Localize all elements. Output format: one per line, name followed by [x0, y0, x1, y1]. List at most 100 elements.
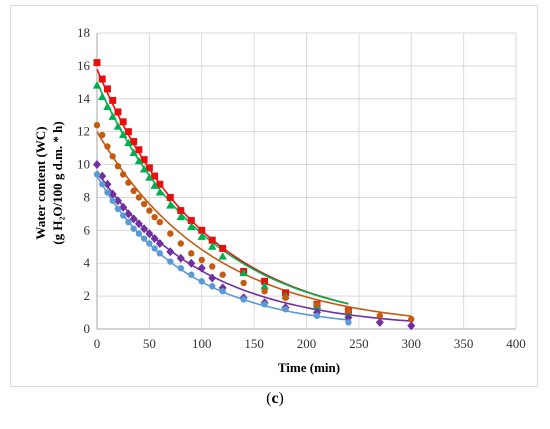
data-point-series-5 — [114, 205, 122, 213]
data-point-series-2 — [134, 156, 144, 165]
y-tick-label: 8 — [84, 189, 91, 204]
data-point-series-1 — [93, 59, 101, 67]
data-point-series-3 — [167, 230, 174, 237]
data-point-series-3 — [119, 171, 127, 178]
data-points — [92, 59, 416, 331]
data-point-series-3 — [140, 200, 148, 208]
data-point-series-3 — [188, 250, 195, 257]
data-point-series-5 — [151, 245, 158, 252]
data-point-series-5 — [282, 306, 289, 313]
data-point-series-5 — [125, 218, 132, 226]
data-point-series-3 — [376, 312, 384, 320]
data-point-series-5 — [119, 212, 127, 219]
data-point-series-1 — [119, 118, 127, 126]
data-point-series-4 — [208, 273, 217, 283]
data-point-series-1 — [135, 146, 143, 154]
data-point-series-1 — [208, 236, 216, 244]
x-tick-label: 100 — [192, 336, 212, 351]
x-tick-label: 350 — [454, 336, 474, 351]
data-point-series-2 — [145, 173, 154, 181]
caption-open: ( — [266, 390, 272, 407]
data-point-series-4 — [166, 247, 175, 257]
x-tick-label: 300 — [402, 336, 422, 351]
data-point-series-2 — [197, 232, 206, 240]
data-point-series-1 — [156, 180, 164, 188]
data-point-series-3 — [282, 294, 289, 301]
data-point-series-5 — [135, 230, 143, 237]
data-point-series-3 — [99, 131, 106, 139]
data-point-series-4 — [113, 196, 122, 206]
data-point-series-2 — [98, 92, 107, 101]
data-point-series-1 — [198, 226, 206, 234]
data-point-series-4 — [129, 214, 138, 224]
data-point-series-2 — [108, 112, 117, 120]
data-point-series-3 — [135, 194, 143, 201]
data-point-series-1 — [140, 156, 148, 164]
y-axis-title-line1: Water content (WC) — [33, 126, 48, 239]
data-point-series-2 — [187, 222, 196, 231]
y-tick-label: 10 — [77, 157, 90, 172]
x-tick-label: 200 — [297, 336, 317, 351]
data-point-series-5 — [345, 319, 352, 326]
y-tick-label: 6 — [84, 222, 91, 237]
data-point-series-4 — [93, 160, 101, 170]
data-point-series-1 — [124, 128, 132, 136]
data-point-series-4 — [407, 321, 416, 331]
y-axis-title-line2: (g H₂O/100 g d.m. * h) — [50, 121, 65, 244]
data-point-series-4 — [155, 238, 164, 248]
data-point-series-1 — [98, 75, 106, 83]
chart-frame: 0 2 4 6 8 10 12 14 16 18 0 50 100 150 200 250 300 350 400 … — [10, 5, 538, 387]
data-point-series-2 — [103, 102, 112, 110]
data-point-series-1 — [166, 193, 174, 201]
data-point-series-5 — [99, 181, 106, 188]
tick-labels: 0 2 4 6 8 10 12 14 16 18 0 50 100 150 200 250 300 350 400 — [77, 25, 526, 351]
data-point-series-2 — [218, 252, 227, 260]
data-point-series-5 — [261, 301, 268, 308]
data-point-series-3 — [104, 143, 111, 150]
data-point-series-5 — [209, 283, 216, 290]
data-point-series-5 — [177, 264, 184, 272]
data-point-series-1 — [114, 108, 122, 116]
data-point-series-1 — [261, 277, 269, 285]
data-point-series-3 — [209, 263, 216, 270]
data-point-series-3 — [177, 240, 184, 247]
data-point-series-1 — [187, 216, 195, 224]
data-point-series-5 — [93, 171, 101, 178]
data-point-series-5 — [167, 258, 174, 265]
y-tick-label: 12 — [77, 124, 90, 139]
data-point-series-4 — [119, 202, 128, 212]
data-point-series-4 — [108, 189, 117, 199]
data-point-series-4 — [145, 229, 154, 239]
data-point-series-3 — [240, 279, 247, 287]
y-tick-label: 4 — [84, 255, 91, 270]
data-point-series-2 — [92, 81, 102, 89]
data-point-series-3 — [198, 256, 205, 264]
data-point-series-2 — [239, 268, 248, 277]
data-point-series-2 — [113, 122, 123, 130]
data-point-series-3 — [125, 179, 132, 186]
data-point-series-3 — [219, 271, 226, 278]
data-point-series-1 — [219, 244, 227, 252]
data-point-series-4 — [150, 234, 159, 244]
x-tick-label: 400 — [506, 336, 526, 351]
data-point-series-3 — [156, 218, 164, 226]
data-point-series-4 — [344, 312, 353, 322]
data-point-series-5 — [198, 278, 205, 285]
data-point-series-3 — [345, 307, 352, 315]
data-point-series-5 — [104, 189, 111, 196]
data-point-series-4 — [375, 317, 384, 327]
fit-curve-series-3 — [96, 131, 412, 317]
data-point-series-5 — [240, 296, 247, 303]
data-point-series-1 — [145, 164, 153, 172]
figure-caption: (c) — [0, 390, 550, 408]
y-tick-label: 14 — [77, 91, 91, 106]
data-point-series-4 — [187, 258, 196, 268]
data-point-series-3 — [114, 163, 122, 170]
data-point-series-1 — [151, 172, 159, 180]
data-point-series-2 — [176, 212, 185, 221]
data-point-series-2 — [129, 148, 138, 157]
y-tick-label: 2 — [84, 288, 91, 303]
caption-close: ) — [278, 390, 284, 407]
data-point-series-3 — [109, 153, 116, 160]
